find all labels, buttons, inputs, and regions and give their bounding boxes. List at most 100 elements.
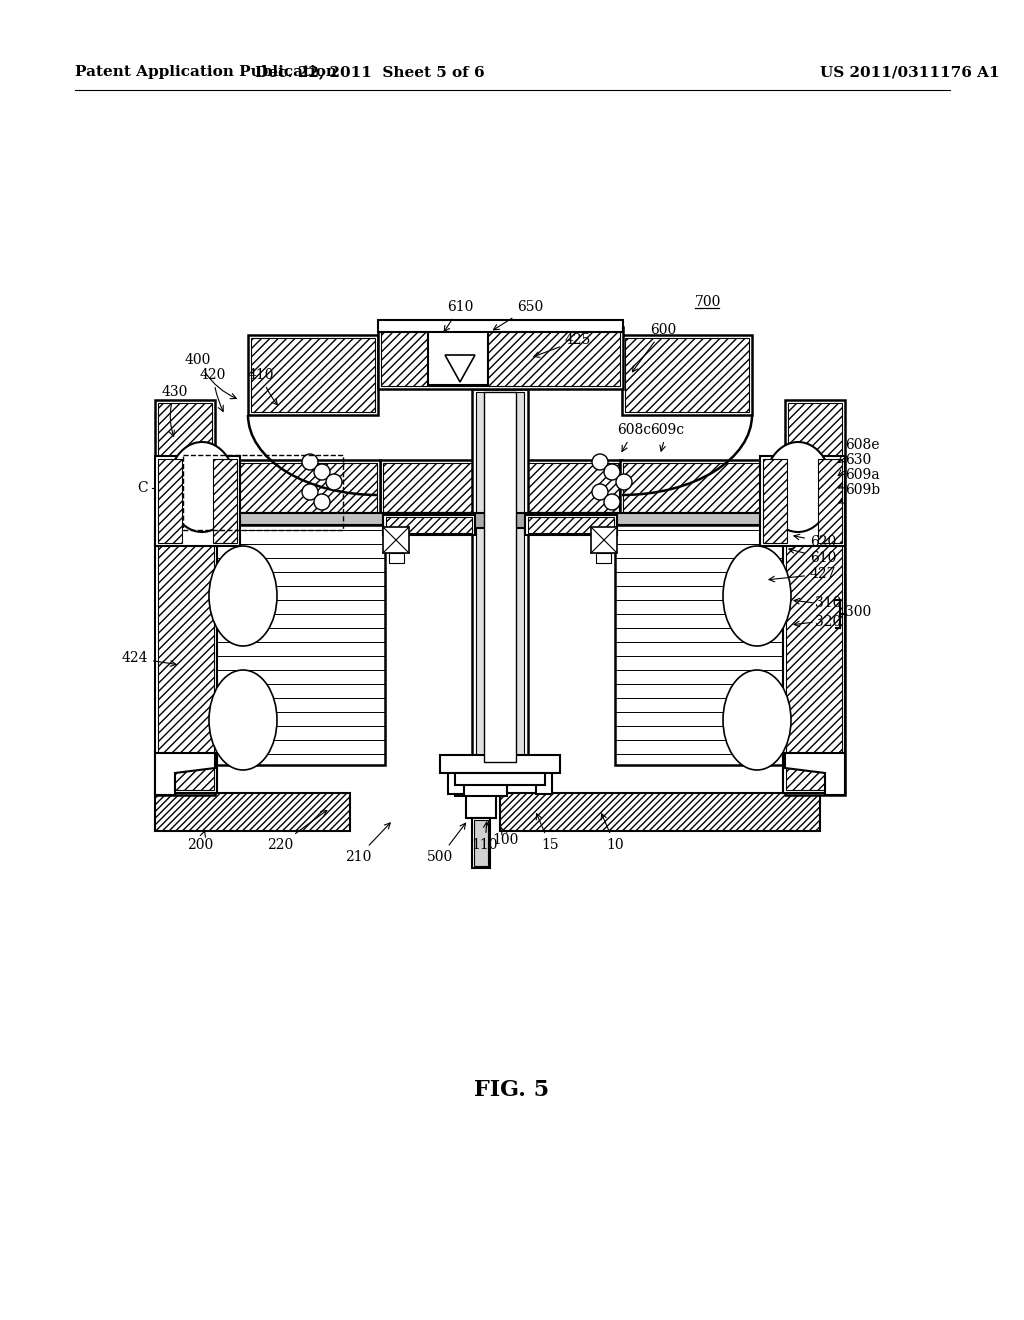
Ellipse shape (764, 442, 831, 532)
Text: 200: 200 (186, 832, 213, 851)
Bar (183, 455, 343, 531)
Bar (596, 553, 611, 564)
Polygon shape (785, 752, 845, 795)
Ellipse shape (209, 671, 278, 770)
Circle shape (592, 484, 608, 500)
Text: FIG. 5: FIG. 5 (474, 1078, 550, 1101)
Bar (251, 338, 375, 412)
Bar (458, 770, 504, 781)
Text: 15: 15 (537, 813, 559, 851)
Bar (455, 774, 545, 785)
Bar (383, 513, 617, 528)
Bar (625, 338, 749, 412)
Bar (623, 463, 782, 512)
Bar (449, 762, 464, 795)
Circle shape (604, 465, 620, 480)
Bar (462, 762, 500, 774)
Bar (818, 459, 842, 543)
Text: 220: 220 (267, 810, 327, 851)
Text: 609a: 609a (839, 469, 880, 488)
Text: 110: 110 (472, 822, 499, 851)
Bar (484, 392, 516, 762)
Text: 400: 400 (185, 352, 237, 399)
Bar (472, 818, 490, 869)
Bar (158, 459, 182, 543)
Text: 609c: 609c (650, 422, 684, 451)
Bar (155, 793, 350, 832)
Circle shape (302, 484, 318, 500)
Bar (155, 525, 217, 793)
Polygon shape (445, 355, 475, 381)
Text: 630: 630 (839, 453, 871, 475)
Bar (785, 400, 845, 795)
Bar (760, 455, 845, 546)
Bar (383, 515, 475, 535)
Text: 650: 650 (494, 300, 543, 330)
Polygon shape (155, 752, 215, 795)
Circle shape (616, 474, 632, 490)
Text: 310: 310 (815, 597, 842, 610)
Text: 608c: 608c (617, 422, 651, 451)
Bar (383, 463, 618, 512)
Bar (525, 515, 617, 535)
Bar (215, 525, 385, 766)
Text: Dec. 22, 2011  Sheet 5 of 6: Dec. 22, 2011 Sheet 5 of 6 (255, 65, 484, 79)
Text: 10: 10 (601, 813, 624, 851)
Bar (536, 762, 552, 795)
Bar (622, 335, 752, 414)
Bar (788, 403, 842, 792)
Text: 210: 210 (345, 822, 390, 865)
Text: 425: 425 (534, 333, 592, 358)
Circle shape (592, 454, 608, 470)
Circle shape (326, 474, 342, 490)
Bar (155, 455, 240, 546)
Text: 424: 424 (122, 651, 176, 667)
Bar (500, 793, 820, 832)
Bar (528, 517, 614, 533)
Bar (158, 528, 214, 789)
Text: 600: 600 (633, 323, 676, 372)
Bar (591, 527, 617, 553)
Bar (383, 527, 409, 553)
Text: C: C (137, 480, 148, 495)
Circle shape (314, 465, 330, 480)
Ellipse shape (209, 546, 278, 645)
Bar (386, 517, 472, 533)
Circle shape (314, 494, 330, 510)
Bar (440, 755, 560, 774)
Bar (218, 463, 377, 512)
Text: 410: 410 (248, 368, 278, 405)
Polygon shape (248, 335, 378, 414)
Text: 700: 700 (695, 294, 721, 309)
Bar (380, 459, 622, 515)
Bar (615, 525, 785, 766)
Text: 609b: 609b (839, 483, 880, 503)
Circle shape (302, 454, 318, 470)
Text: US 2011/0311176 A1: US 2011/0311176 A1 (820, 65, 999, 79)
Ellipse shape (168, 442, 236, 532)
Bar (248, 335, 378, 414)
Text: 610: 610 (788, 548, 837, 565)
Ellipse shape (723, 546, 791, 645)
Bar (476, 392, 524, 766)
Bar (381, 330, 620, 385)
Bar (378, 327, 623, 389)
Bar (158, 403, 212, 792)
Bar (620, 459, 785, 515)
Bar (786, 528, 842, 789)
Ellipse shape (723, 671, 791, 770)
Text: 420: 420 (200, 368, 226, 412)
Text: 320: 320 (815, 615, 842, 630)
Circle shape (604, 494, 620, 510)
Bar (474, 820, 488, 866)
Bar (455, 777, 507, 796)
Text: Patent Application Publication: Patent Application Publication (75, 65, 337, 79)
Bar (155, 400, 215, 795)
Text: 430: 430 (162, 385, 188, 436)
Bar (213, 459, 237, 543)
Text: 620: 620 (794, 535, 837, 549)
Bar (378, 319, 623, 333)
Bar (389, 553, 404, 564)
Text: 300: 300 (845, 605, 871, 619)
Text: 610: 610 (444, 300, 473, 331)
